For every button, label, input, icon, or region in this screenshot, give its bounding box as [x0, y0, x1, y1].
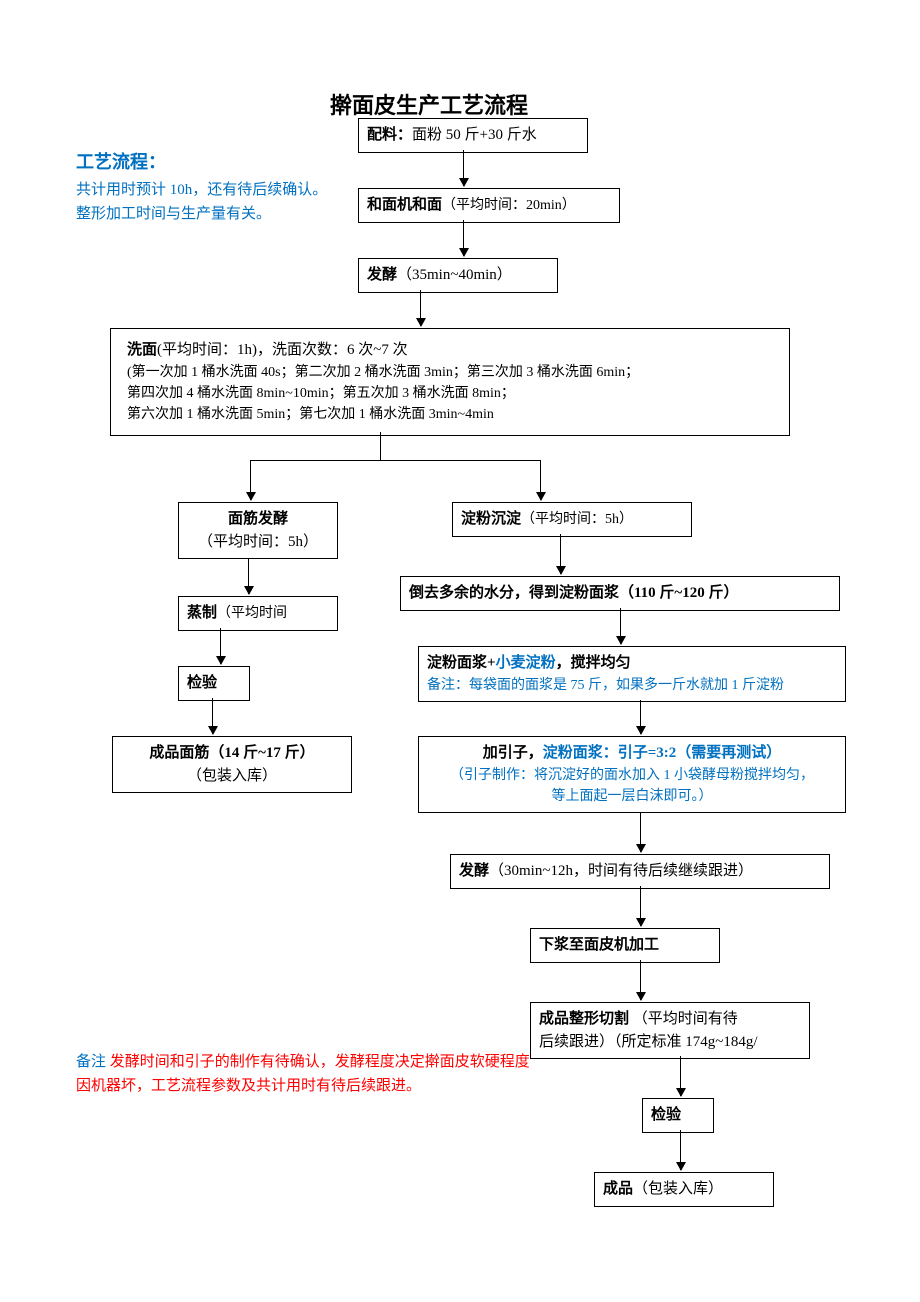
- n11-bold: 成品整形切割: [539, 1011, 633, 1027]
- n1-text: 面粉 50 斤+30 斤水: [412, 127, 537, 143]
- n4-line3: 第四次加 4 桶水洗面 8min~10min；第五次加 3 桶水洗面 8min；: [127, 383, 773, 404]
- process-label: 工艺流程：: [76, 148, 166, 174]
- node-yeast-starter: 加引子，淀粉面浆：引子=3:2（需要再测试） （引子制作：将沉淀好的面水加入 1…: [418, 736, 846, 813]
- node-ferment-2: 发酵（30min~12h，时间有待后续继续跟进）: [450, 854, 830, 889]
- process-note: 共计用时预计 10h，还有待后续确认。 整形加工时间与生产量有关。: [76, 178, 327, 226]
- n6b-text: 倒去多余的水分，得到淀粉面浆（110 斤~120 斤）: [409, 585, 738, 601]
- footer-note: 备注 发酵时间和引子的制作有待确认，发酵程度决定擀面皮软硬程度 因机器坏，工艺流…: [76, 1050, 530, 1098]
- n12-bold: 检验: [651, 1107, 681, 1123]
- node-inspect-2: 检验: [642, 1098, 714, 1133]
- split-stem-v: [380, 432, 381, 460]
- arrow-split-left: [250, 460, 251, 500]
- node-final-product: 成品（包装入库）: [594, 1172, 774, 1207]
- n13-text: （包装入库）: [633, 1181, 723, 1197]
- node-mixing: 和面机和面（平均时间：20min）: [358, 188, 620, 223]
- arrow-11-12: [680, 1056, 681, 1096]
- n3-bold: 发酵: [367, 267, 397, 283]
- process-note-1: 共计用时预计 10h，还有待后续确认。: [76, 182, 327, 198]
- n8b-line3: 等上面起一层白沫即可。）: [427, 786, 837, 807]
- n11-text1: （平均时间有待: [633, 1011, 738, 1027]
- node-steam: 蒸制（平均时间: [178, 596, 338, 631]
- node-shape-cut: 成品整形切割 （平均时间有待 后续跟进）（所定标准 174g~184g/: [530, 1002, 810, 1059]
- n6a-bold: 蒸制: [187, 605, 217, 621]
- arrow-7a-8a: [212, 698, 213, 734]
- n8b-line2: （引子制作：将沉淀好的面水加入 1 小袋酵母粉搅拌均匀，: [427, 765, 837, 786]
- n8b-blue: 淀粉面浆：引子=3:2（需要再测试）: [543, 745, 782, 761]
- node-drain: 倒去多余的水分，得到淀粉面浆（110 斤~120 斤）: [400, 576, 840, 611]
- n8b-pre: 加引子，: [483, 745, 543, 761]
- footer-line2: 因机器坏，工艺流程参数及共计用时有待后续跟进。: [76, 1078, 421, 1094]
- arrow-8b-9: [640, 812, 641, 852]
- n9-bold: 发酵: [459, 863, 489, 879]
- n5b-bold: 淀粉沉淀: [461, 511, 521, 527]
- arrow-6a-7a: [220, 628, 221, 664]
- n3-text: （35min~40min）: [397, 267, 512, 283]
- n9-text: （30min~12h，时间有待后续继续跟进）: [489, 863, 753, 879]
- arrow-5a-6a: [248, 558, 249, 594]
- n8a-bold: 成品面筋（14 斤~17 斤）: [149, 745, 314, 761]
- n11-text2: 后续跟进）（所定标准 174g~184g/: [539, 1034, 758, 1050]
- n5a-bold: 面筋发酵: [228, 511, 288, 527]
- n5b-text: （平均时间：5h）: [521, 512, 633, 527]
- footer-label: 备注: [76, 1054, 106, 1070]
- arrow-9-10: [640, 886, 641, 926]
- node-starch-settle: 淀粉沉淀（平均时间：5h）: [452, 502, 692, 537]
- node-wash: 洗面(平均时间：1h)，洗面次数：6 次~7 次 (第一次加 1 桶水洗面 40…: [110, 328, 790, 436]
- arrow-5b-6b: [560, 534, 561, 574]
- n7b-line1: 淀粉面浆+小麦淀粉，搅拌均匀: [427, 652, 837, 675]
- n7b-post: ，搅拌均匀: [556, 655, 631, 671]
- node-ferment-1: 发酵（35min~40min）: [358, 258, 558, 293]
- n4-line2: (第一次加 1 桶水洗面 40s；第二次加 2 桶水洗面 3min；第三次加 3…: [127, 362, 773, 383]
- node-inspect-1: 检验: [178, 666, 250, 701]
- n4-line1: 洗面(平均时间：1h)，洗面次数：6 次~7 次: [127, 339, 773, 362]
- arrow-12-13: [680, 1130, 681, 1170]
- node-starch-mix: 淀粉面浆+小麦淀粉，搅拌均匀 备注：每袋面的面浆是 75 斤，如果多一斤水就加 …: [418, 646, 846, 702]
- n6a-text: （平均时间: [217, 606, 287, 621]
- n7b-line2: 备注：每袋面的面浆是 75 斤，如果多一斤水就加 1 斤淀粉: [427, 675, 837, 696]
- n7b-pre: 淀粉面浆+: [427, 655, 496, 671]
- n2-text: （平均时间：20min）: [442, 198, 576, 213]
- title-text: 擀面皮生产工艺流程: [330, 93, 528, 118]
- n4-bold: 洗面: [127, 342, 157, 358]
- n1-bold: 配料：: [367, 127, 412, 143]
- node-gluten-product: 成品面筋（14 斤~17 斤） （包装入库）: [112, 736, 352, 793]
- n10-bold: 下浆至面皮机加工: [539, 937, 659, 953]
- n7a-bold: 检验: [187, 675, 217, 691]
- n5a-text: （平均时间：5h）: [198, 534, 318, 550]
- n8a-text: （包装入库）: [187, 768, 277, 784]
- arrow-6b-7b: [620, 608, 621, 644]
- split-h: [250, 460, 540, 461]
- arrow-2-3: [463, 220, 464, 256]
- arrow-10-11: [640, 960, 641, 1000]
- footer-line1: 发酵时间和引子的制作有待确认，发酵程度决定擀面皮软硬程度: [106, 1054, 530, 1070]
- node-feed-machine: 下浆至面皮机加工: [530, 928, 720, 963]
- process-label-text: 工艺流程：: [76, 152, 166, 172]
- node-ingredients: 配料：面粉 50 斤+30 斤水: [358, 118, 588, 153]
- arrow-7b-8b: [640, 700, 641, 734]
- node-gluten-ferment: 面筋发酵 （平均时间：5h）: [178, 502, 338, 559]
- n7b-blue: 小麦淀粉: [496, 655, 556, 671]
- n2-bold: 和面机和面: [367, 197, 442, 213]
- n13-bold: 成品: [603, 1181, 633, 1197]
- arrow-split-right: [540, 460, 541, 500]
- n8b-line1: 加引子，淀粉面浆：引子=3:2（需要再测试）: [427, 742, 837, 765]
- n4-rest: (平均时间：1h)，洗面次数：6 次~7 次: [157, 342, 408, 358]
- arrow-1-2: [463, 150, 464, 186]
- process-note-2: 整形加工时间与生产量有关。: [76, 206, 271, 222]
- n4-line4: 第六次加 1 桶水洗面 5min；第七次加 1 桶水洗面 3min~4min: [127, 404, 773, 425]
- page-title: 擀面皮生产工艺流程: [330, 88, 528, 120]
- arrow-3-4: [420, 290, 421, 326]
